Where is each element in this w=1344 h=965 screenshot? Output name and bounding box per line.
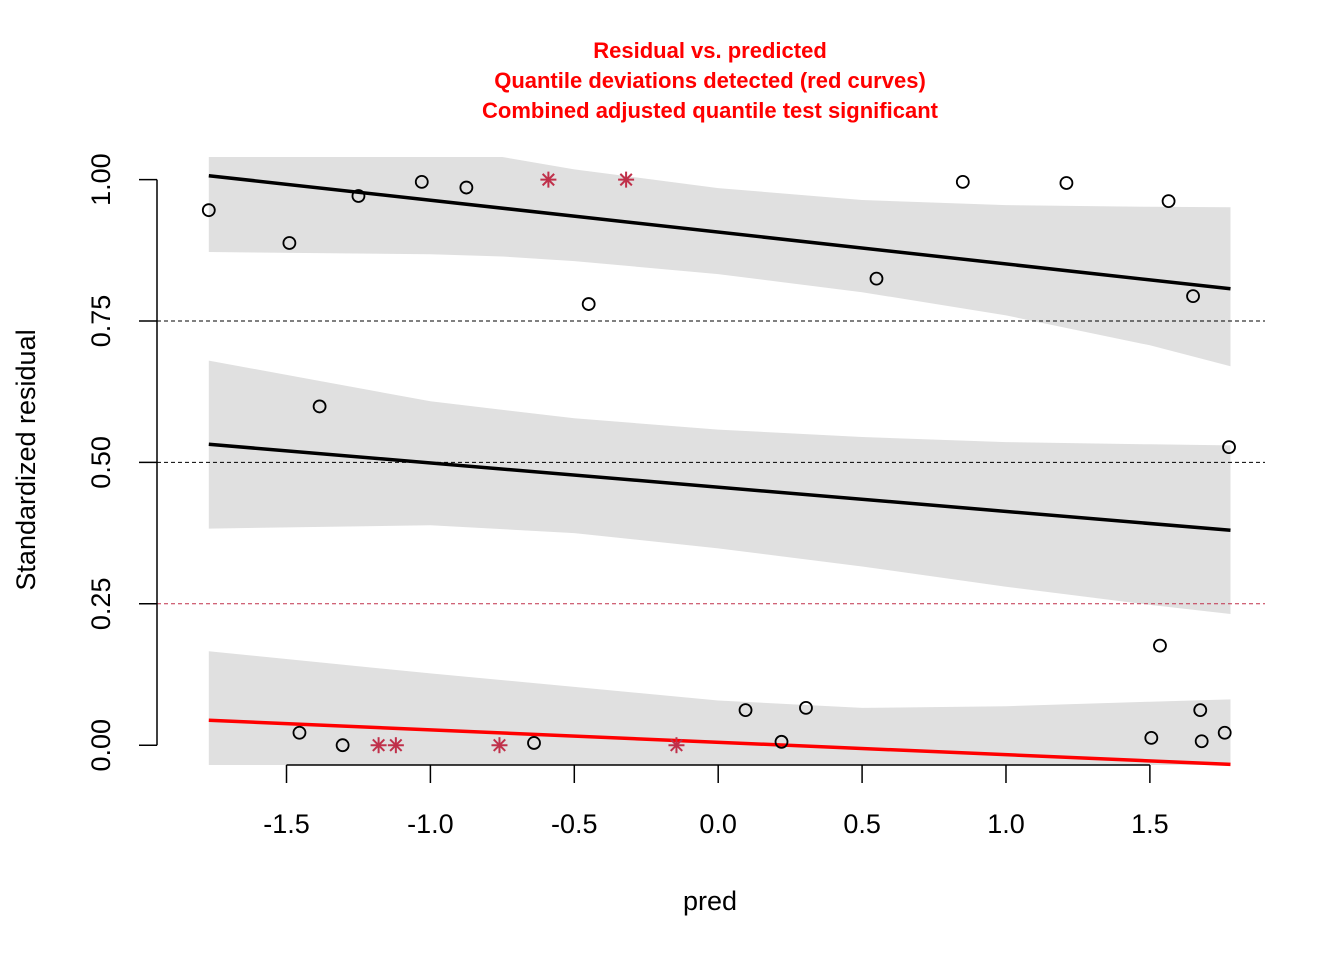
quantile-fit-line-q0.25	[208, 718, 1231, 767]
residual-point	[282, 236, 297, 250]
y-tick-label: 0.50	[86, 436, 116, 489]
outlier-point	[387, 737, 404, 754]
x-tick-label: -0.5	[551, 809, 598, 839]
quantile-fit-lines	[208, 173, 1231, 767]
residual-point	[1153, 638, 1167, 653]
residual-point	[312, 399, 327, 414]
residual-point	[955, 174, 970, 189]
residual-point	[351, 189, 366, 203]
y-tick-label: 0.75	[86, 295, 116, 348]
outlier-points	[370, 171, 685, 754]
residual-point	[1217, 725, 1232, 740]
axes: -1.5 -1.0 -0.5 0.0 0.5 1.0 1.5 0.00 0.25 0.50 0.7…	[86, 153, 1169, 839]
x-tick-label: -1.0	[407, 809, 454, 839]
y-ticks: 0.00 0.25 0.50 0.75 1.00	[86, 153, 157, 771]
residual-point	[414, 174, 429, 189]
outlier-point	[540, 171, 557, 188]
outlier-point	[668, 737, 685, 754]
reference-lines	[157, 320, 1265, 605]
y-axis-label: Standardized residual	[11, 329, 41, 590]
y-tick-label: 1.00	[86, 153, 116, 206]
title-line-3: Combined adjusted quantile test signific…	[482, 98, 939, 123]
x-tick-label: 0.5	[843, 809, 881, 839]
residual-point	[1186, 289, 1200, 304]
outlier-point	[618, 171, 635, 188]
residual-point	[869, 271, 884, 286]
quantile-fit-line-q0.75	[208, 173, 1231, 291]
quantile-fit-line-q0.5	[208, 442, 1231, 533]
confidence-band-q0.75	[208, 157, 1231, 367]
residual-point	[581, 297, 596, 311]
confidence-bands	[208, 157, 1231, 765]
residual-point	[1059, 176, 1074, 190]
residual-point	[1222, 440, 1236, 455]
x-tick-label: -1.5	[263, 809, 310, 839]
x-ticks: -1.5 -1.0 -0.5 0.0 0.5 1.0 1.5	[263, 765, 1169, 839]
x-axis-label: pred	[683, 886, 737, 916]
x-tick-label: 1.5	[1131, 809, 1169, 839]
title-line-1: Residual vs. predicted	[593, 38, 827, 63]
residual-point	[799, 700, 813, 715]
residual-point	[1144, 730, 1159, 745]
y-tick-label: 0.00	[86, 719, 116, 772]
x-tick-label: 1.0	[987, 809, 1025, 839]
residual-point	[1194, 734, 1209, 749]
residual-point	[201, 203, 216, 218]
x-tick-label: 0.0	[699, 809, 737, 839]
residual-point	[459, 180, 474, 195]
outlier-point	[370, 737, 387, 754]
residual-point	[1161, 194, 1176, 209]
residual-point	[527, 736, 541, 750]
residual-point	[774, 734, 789, 749]
residual-point	[292, 725, 307, 740]
residual-point	[738, 703, 753, 718]
residual-point	[1193, 703, 1208, 718]
y-tick-label: 0.25	[86, 578, 116, 631]
chart-title: Residual vs. predicted Quantile deviatio…	[482, 38, 939, 123]
outlier-point	[491, 737, 508, 754]
confidence-band-q0.25	[208, 651, 1231, 765]
title-line-2: Quantile deviations detected (red curves…	[494, 68, 926, 93]
residual-points	[201, 174, 1236, 753]
residual-point	[335, 738, 350, 753]
